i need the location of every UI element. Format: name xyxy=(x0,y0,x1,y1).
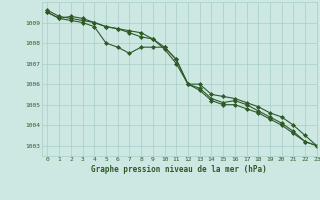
X-axis label: Graphe pression niveau de la mer (hPa): Graphe pression niveau de la mer (hPa) xyxy=(91,165,267,174)
